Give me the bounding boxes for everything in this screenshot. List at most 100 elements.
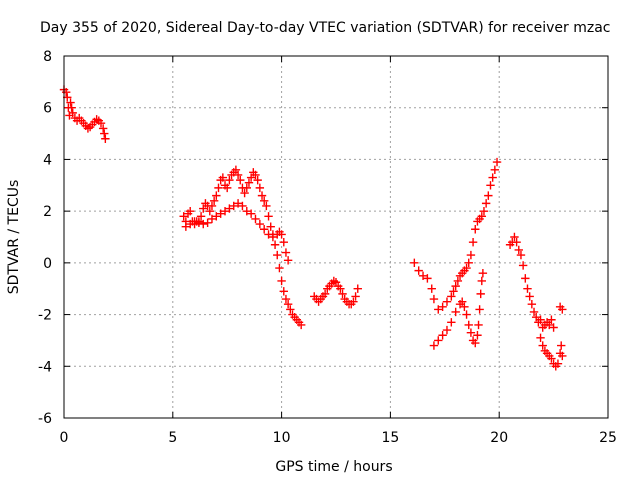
data-point	[279, 287, 288, 296]
y-tick-label: -4	[38, 359, 52, 375]
y-tick-label: 8	[43, 49, 52, 65]
data-point	[547, 354, 556, 363]
data-point	[429, 294, 439, 304]
data-point	[244, 178, 254, 187]
data-point	[283, 300, 293, 309]
x-tick-label: 20	[490, 430, 508, 446]
data-point	[529, 307, 539, 317]
data-point	[447, 318, 456, 327]
data-point	[216, 209, 225, 218]
data-point	[488, 173, 497, 182]
data-point	[538, 341, 547, 350]
data-point	[270, 240, 280, 249]
data-point	[240, 188, 249, 198]
data-point	[451, 281, 460, 291]
data-point	[259, 196, 269, 205]
data-point	[246, 173, 256, 182]
data-point	[264, 230, 273, 239]
data-point	[434, 305, 443, 314]
data-point	[442, 325, 452, 335]
data-point	[468, 237, 478, 247]
series-segment-2-upper	[179, 165, 306, 330]
data-point	[462, 310, 471, 319]
y-tick-label: 0	[43, 256, 52, 272]
data-point	[473, 331, 482, 340]
data-point	[199, 204, 208, 213]
data-point	[190, 217, 199, 226]
data-point	[66, 98, 75, 107]
data-point	[236, 175, 245, 185]
data-point	[264, 212, 273, 221]
data-point	[353, 284, 362, 293]
data-point	[471, 338, 480, 348]
data-point	[338, 289, 347, 299]
data-point	[231, 165, 241, 174]
data-point	[451, 307, 460, 317]
x-tick-label: 0	[60, 430, 69, 446]
data-point	[558, 351, 567, 361]
data-point	[225, 175, 234, 185]
data-point	[233, 199, 243, 208]
data-point	[179, 212, 188, 221]
y-tick-label: 4	[43, 152, 52, 168]
data-point	[523, 284, 532, 293]
series-segment-2-lower	[181, 199, 293, 265]
data-point	[268, 232, 278, 242]
data-point	[514, 245, 523, 255]
x-tick-label: 25	[599, 430, 617, 446]
data-point	[466, 328, 476, 337]
data-point	[486, 181, 495, 190]
data-point	[253, 175, 262, 185]
data-point	[242, 206, 251, 216]
data-point	[209, 196, 219, 205]
data-point	[63, 93, 72, 102]
data-point	[212, 191, 221, 200]
data-point	[194, 218, 204, 227]
data-point	[281, 248, 291, 257]
data-point	[536, 315, 545, 324]
chart-title: Day 355 of 2020, Sidereal Day-to-day VTE…	[40, 20, 610, 36]
data-point	[283, 256, 293, 265]
series-segment-4-a	[410, 157, 502, 314]
data-point	[477, 212, 486, 221]
data-point	[255, 183, 265, 193]
data-point	[447, 292, 456, 301]
data-point	[336, 284, 345, 293]
x-tick-label: 5	[168, 430, 177, 446]
data-point	[238, 201, 247, 211]
data-point	[196, 212, 206, 221]
data-point	[246, 209, 256, 218]
data-point	[207, 214, 217, 224]
data-point	[199, 219, 208, 229]
x-tick-labels: 0 5 10 15 20 25	[60, 430, 617, 446]
data-point	[434, 336, 443, 345]
gridlines	[64, 56, 608, 418]
data-point	[453, 276, 463, 286]
data-point	[531, 312, 541, 322]
data-point	[214, 183, 223, 193]
data-point	[423, 274, 432, 283]
data-point	[427, 284, 436, 293]
y-tick-label: -6	[38, 411, 52, 427]
data-point	[68, 108, 77, 118]
y-tick-label: 6	[43, 101, 52, 117]
series-segment-1	[59, 85, 110, 143]
data-point	[251, 214, 260, 224]
data-point	[101, 134, 110, 143]
data-point	[458, 297, 467, 306]
y-tick-label: 2	[43, 204, 52, 220]
data-point	[464, 258, 473, 268]
data-point	[449, 287, 458, 296]
data-point	[212, 212, 221, 221]
data-point	[464, 320, 473, 330]
data-point	[233, 170, 243, 180]
data-point	[484, 191, 493, 200]
plot-frame	[63, 55, 609, 419]
x-tick-label: 10	[273, 430, 291, 446]
data-point	[477, 276, 486, 286]
data-point	[512, 237, 521, 247]
data-point	[296, 320, 306, 330]
data-point	[349, 297, 358, 306]
data-point	[462, 263, 471, 273]
data-point	[273, 250, 282, 260]
